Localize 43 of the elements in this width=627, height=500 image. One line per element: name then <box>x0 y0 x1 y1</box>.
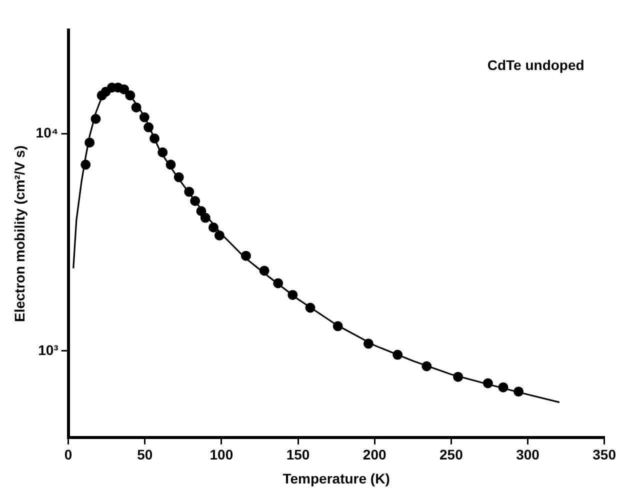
point <box>200 212 210 223</box>
point <box>80 160 91 170</box>
point <box>184 186 194 197</box>
point <box>131 102 142 112</box>
annotation: CdTe undoped <box>487 57 584 73</box>
point <box>166 160 176 170</box>
point <box>84 138 95 148</box>
point <box>139 112 150 122</box>
x-tick-label: 200 <box>362 446 386 463</box>
x-tick-label: 0 <box>64 446 72 463</box>
point <box>90 114 101 124</box>
point <box>514 386 524 397</box>
x-tick-label: 300 <box>516 446 540 463</box>
point <box>144 122 154 132</box>
point <box>174 172 184 182</box>
x-tick-label: 250 <box>439 446 464 463</box>
y-tick-label: 10³ <box>38 342 59 358</box>
x-tick-label: 50 <box>137 446 153 463</box>
point <box>392 350 403 360</box>
point <box>125 90 136 100</box>
point <box>305 302 316 313</box>
point <box>240 250 251 261</box>
x-axis-title: Temperature (K) <box>282 470 390 486</box>
point <box>363 338 374 349</box>
x-tick-label: 350 <box>592 446 616 463</box>
point <box>208 222 218 232</box>
point <box>158 147 168 158</box>
point <box>332 321 343 332</box>
y-tick-label: 10⁴ <box>36 124 58 141</box>
point <box>482 378 493 388</box>
point <box>150 134 160 144</box>
y-axis-title: Electron mobility (cm²/V s) <box>11 145 28 322</box>
point <box>119 84 130 94</box>
point <box>422 361 432 372</box>
point <box>273 278 284 288</box>
point <box>288 290 298 300</box>
x-tick-label: 100 <box>210 446 234 463</box>
point <box>214 230 224 240</box>
x-tick-label: 150 <box>286 446 310 463</box>
point <box>259 266 270 276</box>
point <box>453 372 464 382</box>
point <box>190 196 200 206</box>
point <box>498 382 508 392</box>
